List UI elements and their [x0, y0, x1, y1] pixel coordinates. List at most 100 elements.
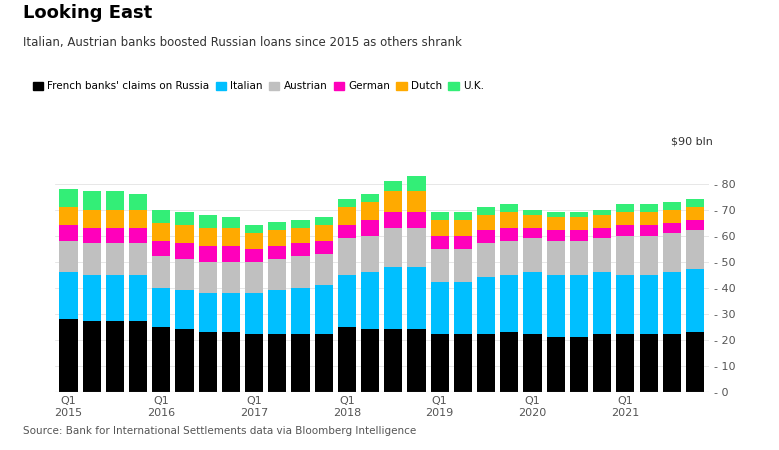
- Bar: [686, 332, 704, 392]
- Bar: [523, 228, 541, 238]
- Bar: [477, 230, 495, 243]
- Bar: [268, 230, 287, 246]
- Bar: [616, 274, 634, 334]
- Bar: [523, 238, 541, 272]
- Bar: [477, 277, 495, 334]
- Bar: [640, 334, 657, 392]
- Bar: [616, 235, 634, 274]
- Bar: [338, 207, 356, 225]
- Bar: [547, 212, 565, 217]
- Bar: [500, 228, 518, 241]
- Bar: [152, 288, 171, 327]
- Bar: [129, 194, 147, 210]
- Bar: [663, 334, 681, 392]
- Bar: [407, 191, 425, 212]
- Bar: [593, 334, 612, 392]
- Bar: [222, 261, 240, 292]
- Bar: [315, 334, 333, 392]
- Bar: [199, 261, 217, 292]
- Bar: [222, 332, 240, 392]
- Bar: [361, 329, 379, 392]
- Bar: [431, 334, 449, 392]
- Text: Looking East: Looking East: [23, 4, 153, 22]
- Bar: [547, 230, 565, 241]
- Bar: [175, 259, 193, 290]
- Bar: [477, 215, 495, 230]
- Bar: [500, 332, 518, 392]
- Text: Italian, Austrian banks boosted Russian loans since 2015 as others shrank: Italian, Austrian banks boosted Russian …: [23, 36, 462, 49]
- Bar: [106, 274, 124, 321]
- Bar: [152, 222, 171, 241]
- Bar: [570, 217, 588, 230]
- Bar: [593, 215, 612, 228]
- Bar: [268, 334, 287, 392]
- Bar: [338, 199, 356, 207]
- Bar: [663, 202, 681, 210]
- Bar: [407, 267, 425, 329]
- Bar: [129, 274, 147, 321]
- Bar: [338, 274, 356, 327]
- Bar: [477, 334, 495, 392]
- Bar: [454, 248, 472, 282]
- Bar: [361, 272, 379, 329]
- Bar: [431, 282, 449, 334]
- Bar: [291, 220, 309, 228]
- Bar: [152, 327, 171, 392]
- Bar: [222, 228, 240, 246]
- Bar: [454, 220, 472, 235]
- Bar: [640, 274, 657, 334]
- Bar: [384, 228, 403, 267]
- Bar: [199, 292, 217, 332]
- Bar: [523, 334, 541, 392]
- Bar: [593, 228, 612, 238]
- Bar: [291, 228, 309, 243]
- Bar: [686, 199, 704, 207]
- Bar: [547, 274, 565, 337]
- Bar: [268, 246, 287, 259]
- Bar: [175, 290, 193, 329]
- Bar: [384, 191, 403, 212]
- Bar: [523, 215, 541, 228]
- Bar: [477, 243, 495, 277]
- Bar: [245, 233, 263, 248]
- Bar: [129, 243, 147, 274]
- Bar: [384, 267, 403, 329]
- Bar: [547, 337, 565, 392]
- Bar: [291, 256, 309, 288]
- Bar: [570, 274, 588, 337]
- Bar: [454, 212, 472, 220]
- Bar: [268, 259, 287, 290]
- Bar: [222, 292, 240, 332]
- Bar: [431, 248, 449, 282]
- Bar: [245, 248, 263, 261]
- Bar: [129, 321, 147, 392]
- Bar: [500, 241, 518, 274]
- Bar: [616, 212, 634, 225]
- Bar: [570, 241, 588, 274]
- Bar: [431, 212, 449, 220]
- Bar: [83, 321, 100, 392]
- Bar: [593, 210, 612, 215]
- Bar: [106, 321, 124, 392]
- Bar: [83, 191, 100, 210]
- Bar: [384, 212, 403, 228]
- Bar: [152, 241, 171, 256]
- Text: Source: Bank for International Settlements data via Bloomberg Intelligence: Source: Bank for International Settlemen…: [23, 427, 417, 436]
- Bar: [175, 225, 193, 243]
- Bar: [245, 225, 263, 233]
- Bar: [407, 329, 425, 392]
- Bar: [663, 210, 681, 222]
- Bar: [59, 241, 77, 272]
- Bar: [570, 212, 588, 217]
- Bar: [315, 217, 333, 225]
- Bar: [547, 241, 565, 274]
- Bar: [500, 204, 518, 212]
- Bar: [175, 329, 193, 392]
- Bar: [83, 210, 100, 228]
- Bar: [663, 222, 681, 233]
- Bar: [245, 261, 263, 292]
- Bar: [640, 204, 657, 212]
- Bar: [199, 228, 217, 246]
- Bar: [500, 274, 518, 332]
- Bar: [616, 225, 634, 235]
